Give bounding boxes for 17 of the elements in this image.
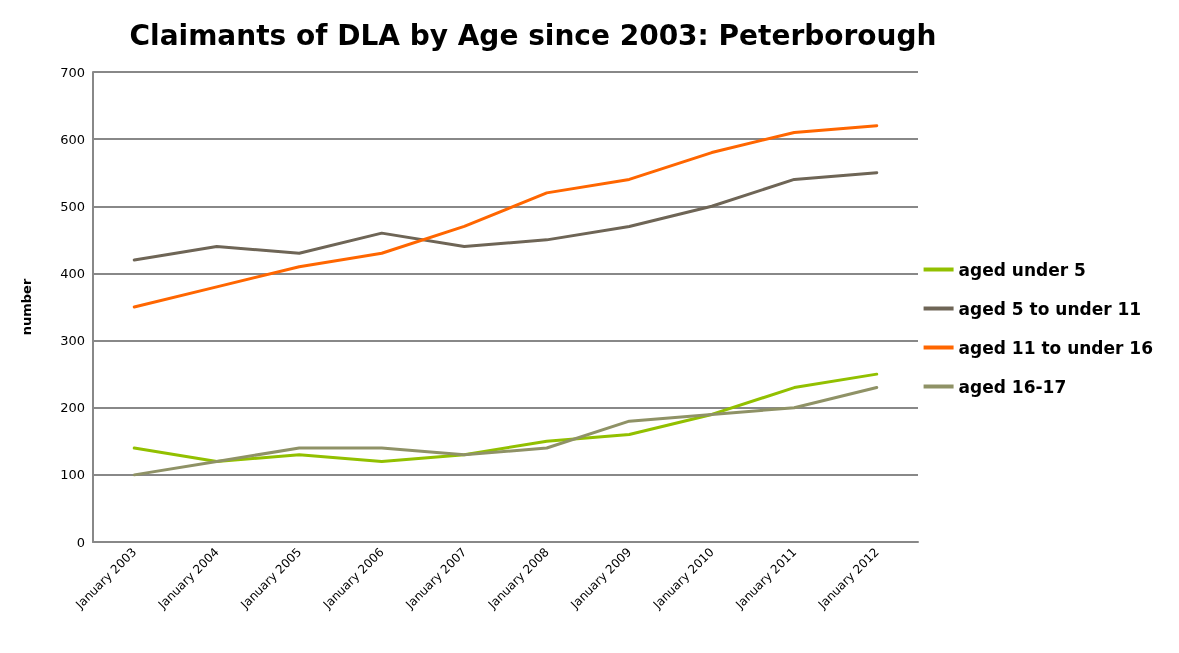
- y-tick-label: 100: [60, 467, 85, 483]
- y-tick-label: 0: [76, 534, 85, 550]
- legend-label: aged under 5: [958, 259, 1086, 280]
- y-tick-label: 600: [60, 131, 85, 147]
- line-series: [132, 386, 879, 477]
- y-tick-label: 500: [60, 198, 85, 214]
- legend-label: aged 16-17: [958, 376, 1067, 397]
- chart-title: Claimants of DLA by Age since 2003: Peterborough: [129, 18, 937, 52]
- line-series: [132, 171, 879, 262]
- y-tick-label: 400: [60, 265, 85, 281]
- y-axis-title: number: [19, 278, 34, 336]
- line-series: [132, 124, 879, 309]
- y-tick-label: 200: [60, 400, 85, 416]
- legend-label: aged 5 to under 11: [958, 298, 1142, 319]
- legend-label: aged 11 to under 16: [958, 337, 1153, 358]
- y-tick-label: 700: [60, 64, 85, 80]
- y-tick-label: 300: [60, 333, 85, 349]
